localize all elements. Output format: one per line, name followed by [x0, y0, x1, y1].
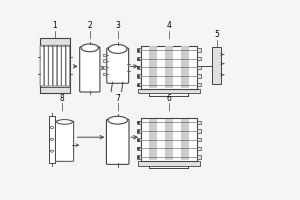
Circle shape — [50, 150, 53, 152]
FancyBboxPatch shape — [137, 155, 141, 159]
FancyBboxPatch shape — [57, 45, 61, 86]
FancyBboxPatch shape — [137, 129, 141, 133]
Text: 2: 2 — [87, 21, 92, 30]
Circle shape — [50, 138, 53, 140]
FancyBboxPatch shape — [137, 57, 141, 60]
FancyBboxPatch shape — [106, 119, 129, 164]
FancyBboxPatch shape — [40, 45, 44, 86]
Text: 1: 1 — [52, 21, 57, 30]
FancyBboxPatch shape — [138, 161, 200, 166]
FancyBboxPatch shape — [181, 119, 189, 160]
Ellipse shape — [108, 45, 127, 53]
FancyBboxPatch shape — [141, 118, 197, 161]
Text: 4: 4 — [167, 21, 171, 30]
FancyBboxPatch shape — [56, 121, 74, 161]
FancyBboxPatch shape — [44, 45, 48, 86]
FancyBboxPatch shape — [197, 121, 201, 124]
FancyBboxPatch shape — [103, 66, 106, 69]
FancyBboxPatch shape — [107, 48, 129, 83]
FancyBboxPatch shape — [49, 45, 52, 86]
FancyBboxPatch shape — [62, 45, 65, 86]
FancyBboxPatch shape — [197, 147, 201, 150]
FancyBboxPatch shape — [49, 116, 55, 163]
FancyBboxPatch shape — [137, 121, 141, 124]
FancyBboxPatch shape — [197, 155, 201, 159]
FancyBboxPatch shape — [138, 89, 200, 93]
FancyBboxPatch shape — [181, 46, 189, 88]
Text: 8: 8 — [59, 94, 64, 103]
Text: 6: 6 — [167, 94, 171, 103]
FancyBboxPatch shape — [137, 74, 141, 78]
Ellipse shape — [108, 116, 127, 124]
FancyBboxPatch shape — [103, 73, 106, 75]
Ellipse shape — [81, 44, 98, 52]
FancyBboxPatch shape — [165, 119, 173, 160]
Text: 5: 5 — [214, 30, 219, 39]
FancyBboxPatch shape — [197, 66, 201, 69]
FancyBboxPatch shape — [137, 138, 141, 141]
FancyBboxPatch shape — [141, 46, 197, 89]
FancyBboxPatch shape — [80, 47, 100, 92]
Text: 7: 7 — [115, 94, 120, 103]
FancyBboxPatch shape — [197, 83, 201, 86]
FancyBboxPatch shape — [197, 57, 201, 60]
FancyBboxPatch shape — [40, 38, 70, 93]
Ellipse shape — [57, 120, 73, 124]
FancyBboxPatch shape — [103, 59, 106, 62]
FancyBboxPatch shape — [197, 138, 201, 141]
FancyBboxPatch shape — [197, 129, 201, 133]
FancyBboxPatch shape — [149, 46, 157, 88]
FancyBboxPatch shape — [66, 45, 70, 86]
FancyBboxPatch shape — [137, 48, 141, 52]
FancyBboxPatch shape — [137, 66, 141, 69]
FancyBboxPatch shape — [53, 45, 57, 86]
FancyBboxPatch shape — [212, 47, 221, 84]
FancyBboxPatch shape — [165, 46, 173, 88]
FancyBboxPatch shape — [103, 54, 106, 56]
FancyBboxPatch shape — [197, 74, 201, 78]
FancyBboxPatch shape — [149, 119, 157, 160]
FancyBboxPatch shape — [137, 147, 141, 150]
FancyBboxPatch shape — [197, 48, 201, 52]
Circle shape — [50, 127, 53, 129]
Text: 3: 3 — [115, 21, 120, 30]
FancyBboxPatch shape — [137, 83, 141, 86]
